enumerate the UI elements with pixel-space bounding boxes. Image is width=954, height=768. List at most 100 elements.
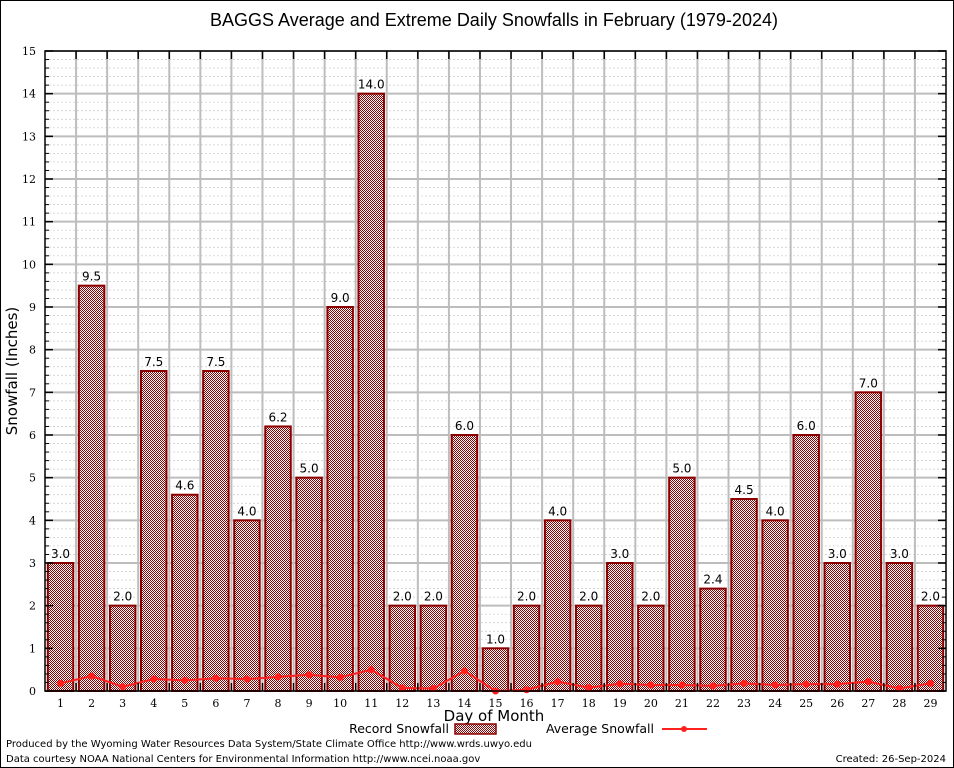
- x-tick-label: 12: [395, 697, 409, 710]
- record-bar-day-26: [823, 562, 851, 692]
- record-bar-day-21: [668, 476, 696, 692]
- bar-value-label: 2.0: [641, 590, 660, 604]
- record-bar-day-8: [264, 425, 292, 692]
- x-tick-label: 8: [275, 697, 282, 710]
- bar-value-label: 7.5: [206, 355, 225, 369]
- legend: Record Snowfall Average Snowfall: [349, 721, 707, 736]
- x-tick-label: 20: [644, 697, 658, 710]
- x-tick-label: 26: [830, 697, 844, 710]
- record-bar-day-11: [357, 92, 385, 692]
- record-bars: [46, 92, 945, 693]
- x-tick-label: 14: [457, 697, 471, 710]
- record-bar-day-17: [543, 519, 572, 692]
- x-tick-label: 22: [706, 697, 720, 710]
- average-point-day-7: [243, 675, 251, 683]
- x-tick-label: 9: [306, 697, 313, 710]
- bar-value-label: 2.0: [113, 590, 132, 604]
- record-bar-day-12: [388, 604, 417, 693]
- bar-value-label: 3.0: [890, 547, 909, 561]
- average-point-day-12: [398, 684, 406, 692]
- y-tick-label: 12: [22, 173, 36, 186]
- bar-value-label: 4.5: [735, 483, 754, 497]
- record-bar-day-4: [140, 370, 168, 692]
- x-axis-label: Day of Month: [444, 707, 545, 725]
- average-point-day-4: [150, 675, 158, 683]
- y-tick-label: 2: [29, 600, 36, 613]
- average-point-day-2: [88, 672, 96, 680]
- plot-border: [44, 50, 947, 692]
- bar-value-label: 6.0: [455, 419, 474, 433]
- x-tick-label: 23: [737, 697, 751, 710]
- legend-swatch-average-marker: [681, 726, 687, 732]
- average-point-day-24: [771, 681, 779, 689]
- bar-value-label: 2.0: [517, 590, 536, 604]
- x-tick-label: 15: [489, 697, 503, 710]
- record-bar-day-5: [171, 493, 199, 692]
- x-tick-label: 27: [861, 697, 875, 710]
- y-tick-label: 4: [29, 514, 36, 527]
- x-tick-label: 24: [768, 697, 782, 710]
- record-bar-day-23: [730, 498, 758, 692]
- y-tick-label: 8: [29, 344, 36, 357]
- average-point-day-16: [523, 686, 531, 694]
- average-point-day-19: [616, 680, 624, 688]
- bar-value-label: 14.0: [358, 78, 385, 92]
- y-tick-label: 7: [29, 386, 36, 399]
- bar-value-label: 9.0: [331, 291, 350, 305]
- legend-label-record: Record Snowfall: [349, 721, 449, 736]
- record-bar-day-24: [761, 519, 789, 692]
- x-tick-label: 29: [923, 697, 937, 710]
- bar-value-label: 3.0: [51, 547, 70, 561]
- x-tick-label: 25: [799, 697, 813, 710]
- average-point-day-28: [895, 684, 903, 692]
- bar-value-label: 4.0: [766, 504, 785, 518]
- bar-value-label: 7.5: [144, 355, 163, 369]
- bar-value-label: 2.0: [393, 590, 412, 604]
- record-bar-day-25: [792, 434, 820, 692]
- record-bar-day-2: [77, 284, 106, 692]
- bar-value-label: 2.4: [703, 573, 722, 587]
- average-point-day-1: [57, 679, 65, 687]
- y-tick-label: 15: [22, 45, 36, 58]
- x-tick-label: 28: [892, 697, 906, 710]
- average-point-day-23: [740, 679, 748, 687]
- x-tick-label: 13: [426, 697, 440, 710]
- y-tick-label: 3: [29, 557, 36, 570]
- x-tick-label: 7: [243, 697, 250, 710]
- average-point-day-5: [181, 676, 189, 684]
- x-tick-label: 5: [181, 697, 188, 710]
- average-point-day-14: [460, 667, 468, 675]
- record-bar-day-6: [202, 370, 230, 692]
- legend-label-average: Average Snowfall: [546, 721, 654, 736]
- y-tick-label: 5: [29, 472, 36, 485]
- bar-value-label: 4.6: [175, 479, 194, 493]
- average-point-day-25: [802, 680, 810, 688]
- record-bar-day-10: [326, 306, 354, 692]
- bar-value-label: 5.0: [300, 462, 319, 476]
- x-tick-label: 3: [119, 697, 126, 710]
- average-point-day-21: [678, 681, 686, 689]
- bar-value-label: 2.0: [579, 590, 598, 604]
- x-tick-label: 1: [57, 697, 64, 710]
- y-tick-label: 1: [29, 642, 36, 655]
- x-axis-ticks: 1 2 3 4 5 6 7 8 9 10 11 12 13 14 15 16 17 18 19 20 21 22 23 24 2…: [57, 51, 937, 710]
- average-point-day-18: [585, 684, 593, 692]
- record-bar-day-22: [699, 587, 727, 692]
- record-bar-day-27: [854, 391, 883, 692]
- bar-value-label: 4.0: [548, 504, 567, 518]
- record-bar-day-3: [108, 604, 137, 693]
- x-tick-label: 19: [613, 697, 627, 710]
- record-bar-day-14: [450, 434, 479, 692]
- average-point-day-11: [367, 666, 375, 674]
- y-tick-label: 0: [29, 685, 36, 698]
- average-point-day-6: [212, 674, 220, 682]
- x-tick-label: 4: [150, 697, 157, 710]
- y-tick-label: 10: [22, 258, 36, 271]
- record-bar-day-7: [233, 519, 261, 692]
- bar-value-label: 1.0: [486, 632, 505, 646]
- bar-value-label: 4.0: [237, 504, 256, 518]
- x-tick-label: 18: [582, 697, 596, 710]
- y-tick-label: 6: [29, 429, 36, 442]
